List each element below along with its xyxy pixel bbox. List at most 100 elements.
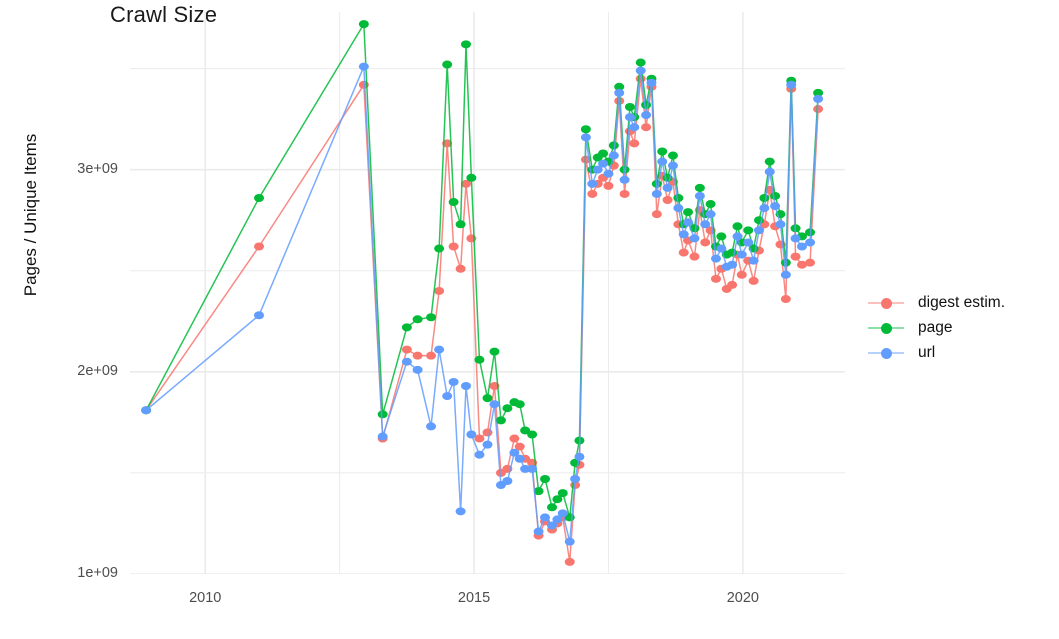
data-point	[495, 416, 506, 425]
data-point	[401, 357, 412, 366]
data-point	[540, 474, 551, 483]
data-point	[753, 226, 764, 235]
data-point	[662, 196, 673, 205]
data-point	[614, 88, 625, 97]
data-point	[552, 495, 563, 504]
data-point	[657, 147, 668, 156]
series-line	[145, 66, 819, 542]
data-point	[514, 442, 525, 451]
data-point	[780, 270, 791, 279]
data-point	[442, 139, 453, 148]
data-point	[689, 234, 700, 243]
data-point	[448, 198, 459, 207]
data-point	[482, 440, 493, 449]
data-point	[592, 165, 603, 174]
data-point	[694, 183, 705, 192]
data-point	[547, 521, 558, 530]
data-point	[482, 428, 493, 437]
data-point	[514, 400, 525, 409]
data-point	[662, 183, 673, 192]
data-point	[461, 381, 471, 390]
data-point	[448, 242, 459, 251]
data-point	[489, 347, 500, 356]
data-point	[716, 244, 727, 253]
data-point	[710, 274, 721, 283]
legend-key-dot-icon	[881, 297, 892, 309]
legend-item[interactable]: url	[868, 340, 1058, 365]
legend: digest estim. page url	[868, 290, 1058, 365]
data-point	[254, 242, 265, 251]
data-point	[667, 161, 678, 170]
data-point	[434, 244, 445, 253]
data-point	[527, 464, 538, 473]
data-point	[570, 474, 581, 483]
data-point	[629, 139, 640, 148]
plot-area	[130, 12, 845, 574]
data-point	[540, 513, 551, 522]
data-point	[694, 191, 705, 200]
data-point	[689, 252, 700, 261]
data-point	[716, 232, 727, 241]
data-point	[455, 507, 466, 516]
data-point	[805, 258, 816, 267]
y-axis-tick-label: 1e+09	[77, 565, 118, 581]
data-point	[678, 230, 689, 239]
legend-key-icon	[868, 292, 904, 314]
data-point	[474, 450, 485, 459]
data-point	[509, 434, 520, 443]
data-point	[700, 220, 711, 229]
data-point	[683, 208, 694, 217]
legend-item-label: digest estim.	[918, 293, 1006, 311]
data-point	[635, 58, 646, 67]
data-point	[683, 218, 694, 227]
data-point	[641, 100, 652, 109]
data-point	[786, 80, 797, 89]
data-point	[796, 242, 807, 251]
data-point	[624, 103, 635, 112]
data-point	[635, 66, 646, 75]
data-point	[455, 264, 466, 273]
data-point	[580, 125, 591, 134]
data-point	[358, 20, 369, 29]
data-point	[377, 410, 388, 419]
data-point	[770, 202, 781, 211]
gridlines	[130, 12, 845, 574]
data-point	[624, 113, 635, 122]
series-layer	[141, 20, 824, 566]
data-point	[574, 452, 585, 461]
data-point	[736, 250, 747, 259]
data-point	[705, 210, 716, 219]
legend-key-icon	[868, 317, 904, 339]
data-point	[673, 204, 684, 213]
data-point	[580, 133, 591, 142]
data-point	[533, 487, 544, 496]
data-point	[727, 280, 738, 289]
data-point	[509, 448, 520, 457]
data-point	[736, 270, 747, 279]
y-axis-title: Pages / Unique Items	[21, 133, 40, 297]
data-point	[141, 406, 152, 415]
data-point	[598, 159, 609, 168]
data-point	[743, 226, 754, 235]
data-point	[426, 422, 437, 431]
data-point	[657, 157, 668, 166]
data-point	[533, 527, 544, 536]
data-point	[608, 141, 619, 150]
series-digest-estim	[141, 74, 824, 566]
legend-item[interactable]: digest estim.	[868, 290, 1058, 315]
data-point	[764, 167, 775, 176]
legend-item[interactable]: page	[868, 315, 1058, 340]
legend-key-dot-icon	[881, 347, 892, 359]
data-point	[641, 123, 652, 132]
data-point	[358, 62, 369, 71]
data-point	[461, 40, 471, 49]
data-point	[434, 345, 445, 354]
data-point	[700, 238, 711, 247]
data-point	[748, 276, 759, 285]
data-point	[434, 286, 445, 295]
data-point	[401, 345, 412, 354]
data-point	[743, 238, 754, 247]
y-axis-tick-label: 2e+09	[77, 362, 118, 379]
data-point	[426, 313, 437, 322]
